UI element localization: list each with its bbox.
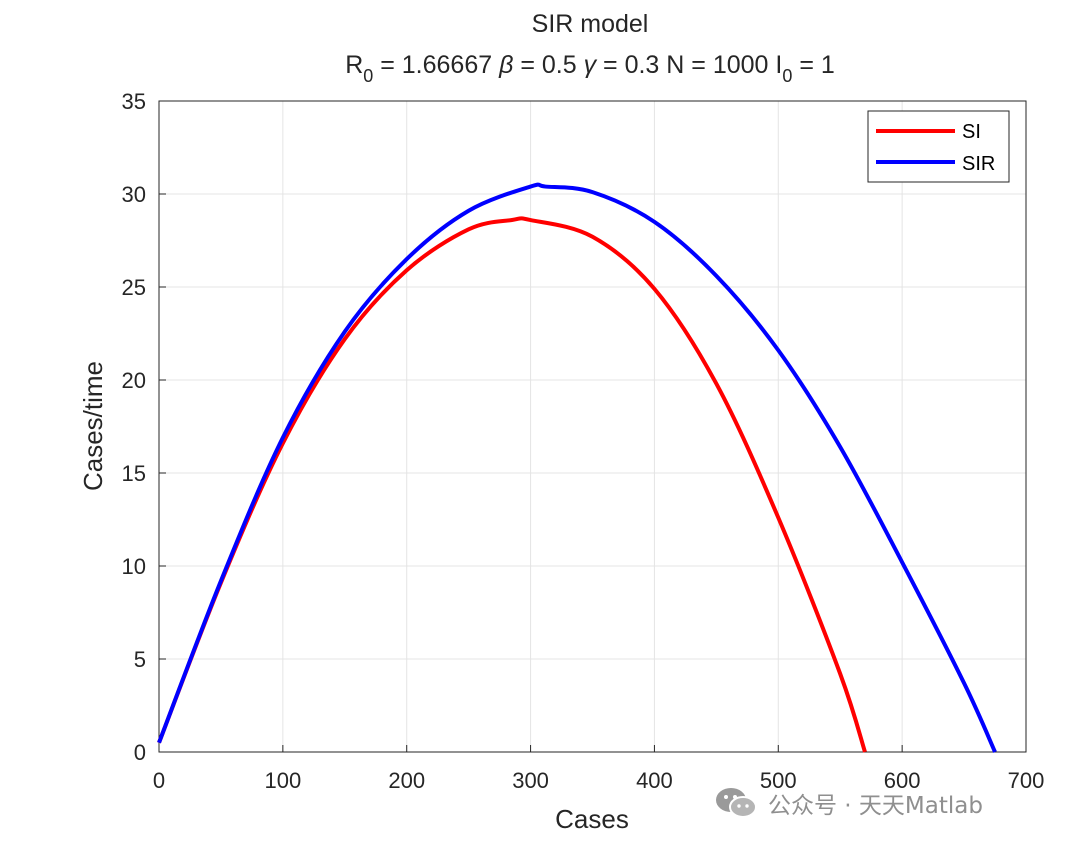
- x-axis-label: Cases: [555, 804, 629, 834]
- y-tick-label: 35: [122, 89, 146, 114]
- x-tick-label: 600: [884, 768, 921, 793]
- y-tick-label: 15: [122, 461, 146, 486]
- y-axis-label: Cases/time: [78, 361, 108, 491]
- y-tick-label: 5: [134, 647, 146, 672]
- wechat-icon: [716, 788, 757, 818]
- series-line-si: [157, 216, 867, 753]
- y-tick-label: 0: [134, 740, 146, 765]
- series-line-sir: [157, 182, 997, 753]
- x-tick-label: 400: [636, 768, 673, 793]
- x-tick-label: 500: [760, 768, 797, 793]
- legend-label-sir: SIR: [962, 153, 995, 175]
- axes-box: [158, 100, 1027, 753]
- legend-box: [867, 110, 1010, 183]
- chart-title: SIR model: [532, 10, 649, 38]
- y-tick-label: 20: [122, 368, 146, 393]
- chart-subtitle: R0 = 1.66667 β = 0.5 γ = 0.3 N = 1000 I0…: [345, 51, 835, 86]
- x-axis-ticks: 0 100 200 300 400 500 600 700: [153, 745, 1044, 793]
- x-tick-label: 300: [512, 768, 549, 793]
- series-lines: [157, 182, 997, 753]
- x-tick-label: 200: [388, 768, 425, 793]
- watermark: 公众号 · 天天Matlab: [714, 786, 983, 820]
- grid-lines: [158, 100, 1027, 753]
- y-axis-ticks: 0 5 10 15 20 25 30 35: [122, 89, 166, 765]
- watermark-text: 公众号 · 天天Matlab: [768, 793, 983, 819]
- y-tick-label: 10: [122, 554, 146, 579]
- y-tick-label: 30: [122, 182, 146, 207]
- legend: SI SIR: [867, 110, 1010, 183]
- x-tick-label: 0: [153, 768, 165, 793]
- plot-title: SIR model R0 = 1.66667 β = 0.5 γ = 0.3 N…: [345, 10, 835, 86]
- legend-label-si: SI: [962, 121, 981, 143]
- y-tick-label: 25: [122, 275, 146, 300]
- x-tick-label: 100: [264, 768, 301, 793]
- x-tick-label: 700: [1008, 768, 1045, 793]
